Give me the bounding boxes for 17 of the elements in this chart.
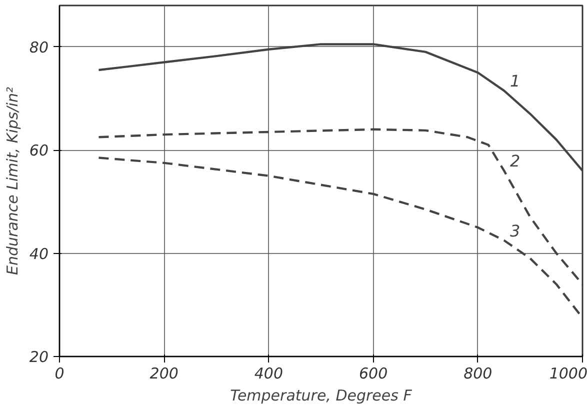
- series-label: 2: [510, 152, 520, 171]
- line-series: [98, 43, 582, 172]
- x-tick-label: 600: [358, 364, 388, 382]
- y-tick-label: 60: [29, 142, 49, 160]
- x-tick-label: 0: [54, 364, 64, 382]
- series-label: 1: [510, 72, 520, 91]
- y-tick-label: 40: [29, 244, 49, 263]
- x-tick-label: 800: [464, 364, 492, 382]
- y-axis-title: Endurance Limit, Kips/in²: [3, 87, 22, 275]
- y-tick-label: 80: [29, 38, 49, 56]
- y-tick-label: 20: [29, 348, 49, 366]
- line-series: [98, 128, 582, 286]
- x-tick-label: 1000: [549, 364, 587, 382]
- x-tick-label: 200: [150, 364, 178, 382]
- series-label: 3: [510, 221, 520, 240]
- x-axis-title: Temperature, Degrees F: [230, 386, 412, 404]
- x-tick-label: 400: [254, 364, 284, 382]
